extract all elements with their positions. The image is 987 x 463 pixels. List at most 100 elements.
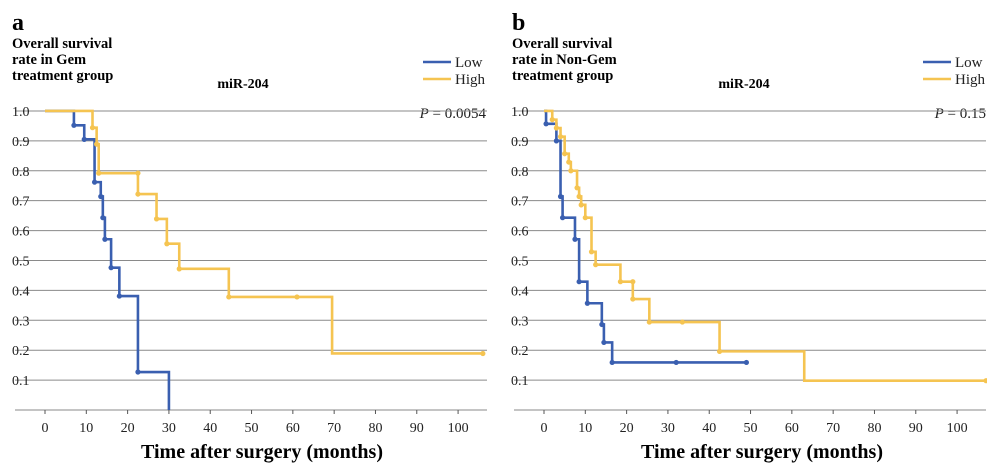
censor-mark-low: [102, 236, 108, 242]
y-tick-label: 0.3: [511, 314, 529, 329]
censor-mark-high: [89, 125, 96, 131]
y-tick-label: 0.9: [12, 135, 30, 150]
censor-mark-low: [71, 122, 77, 128]
censor-mark-high: [593, 262, 599, 268]
censor-mark-high: [578, 202, 584, 208]
p-value-text: = 0.0054: [429, 106, 487, 122]
y-tick-label: 0.7: [511, 195, 529, 210]
x-tick-label: 20: [620, 421, 634, 436]
x-tick-label: 0: [42, 421, 49, 436]
censor-mark-high: [557, 134, 564, 140]
censor-mark-low: [599, 321, 605, 328]
censor-mark-low: [116, 293, 122, 299]
survival-curve-high: [45, 109, 483, 355]
p-value-text: = 0.15: [944, 106, 986, 122]
legend: Low High: [923, 55, 986, 88]
panel-label: a: [12, 10, 24, 36]
legend-label-high: High: [955, 72, 986, 88]
y-tick-label: 0.1: [12, 374, 30, 389]
y-tick-label: 0.1: [511, 374, 529, 389]
censor-mark-high: [480, 350, 486, 357]
censor-mark-low: [559, 215, 566, 221]
x-axis-label: Time after surgery (months): [141, 441, 383, 463]
y-axis-label-line-2: rate in Non-Gem: [512, 52, 617, 68]
censor-mark-low: [100, 215, 106, 221]
censor-mark-high: [294, 294, 300, 300]
censor-mark-low: [98, 193, 104, 200]
censor-mark-low: [673, 359, 679, 366]
y-tick-label: 1.0: [12, 105, 30, 120]
legend-label-low: Low: [955, 55, 983, 71]
censor-mark-high: [176, 266, 182, 272]
y-tick-label: 0.8: [12, 165, 30, 180]
y-tick-label: 0.6: [511, 225, 529, 240]
censor-mark-high: [135, 170, 141, 176]
x-tick-label: 60: [286, 421, 300, 436]
x-tick-label: 70: [826, 421, 840, 436]
x-tick-label: 0: [541, 421, 548, 436]
y-tick-label: 0.5: [12, 254, 30, 269]
censor-mark-high: [646, 319, 652, 325]
censor-mark-low: [81, 136, 87, 142]
y-tick-label: 0.2: [511, 344, 529, 359]
x-tick-label: 80: [368, 421, 382, 436]
censor-mark-low: [743, 359, 750, 366]
x-tick-label: 90: [909, 421, 923, 436]
y-tick-label: 0.7: [12, 195, 30, 210]
censor-mark-high: [574, 185, 580, 191]
censor-mark-low: [576, 279, 582, 285]
censor-mark-high: [153, 216, 160, 222]
p-value: P = 0.0054: [419, 106, 487, 122]
y-tick-label: 0.3: [12, 314, 30, 329]
censor-mark-high: [983, 378, 987, 384]
x-tick-label: 40: [203, 421, 217, 436]
chart-panel-a: a Overall survival rate in Gem treatment…: [12, 10, 487, 463]
censor-mark-high: [94, 141, 100, 147]
chart-title: miR-204: [718, 77, 769, 92]
x-tick-label: 90: [410, 421, 424, 436]
censor-mark-high: [679, 319, 685, 325]
censor-mark-low: [108, 265, 114, 271]
censor-mark-high: [226, 294, 232, 300]
censor-mark-low: [601, 339, 607, 346]
y-axis-label-line-2: rate in Gem: [12, 52, 86, 68]
censor-mark-high: [576, 193, 582, 200]
censor-mark-low: [553, 138, 559, 144]
censor-mark-high: [716, 348, 723, 354]
y-axis-label-line-1: Overall survival: [12, 36, 112, 52]
censor-mark-high: [582, 215, 588, 221]
y-tick-label: 1.0: [511, 105, 529, 120]
chart-title: miR-204: [217, 77, 268, 92]
y-axis-label-line-3: treatment group: [512, 68, 613, 84]
y-tick-label: 0.8: [511, 165, 529, 180]
censor-mark-high: [135, 191, 141, 197]
x-tick-label: 40: [702, 421, 716, 436]
chart-panel-b: b Overall survival rate in Non-Gem treat…: [511, 10, 987, 463]
censor-mark-high: [96, 170, 102, 176]
x-tick-label: 100: [947, 421, 968, 436]
x-tick-label: 80: [867, 421, 881, 436]
censor-mark-high: [630, 296, 636, 302]
p-value: P = 0.15: [934, 106, 986, 122]
p-value-symbol: P: [419, 106, 429, 122]
p-value-symbol: P: [934, 106, 944, 122]
x-tick-label: 30: [162, 421, 176, 436]
censor-mark-high: [617, 279, 624, 285]
y-tick-label: 0.9: [511, 135, 529, 150]
censor-mark-low: [557, 193, 564, 200]
panel-label: b: [512, 10, 525, 36]
censor-mark-low: [135, 369, 141, 375]
y-axis-label-line-1: Overall survival: [512, 36, 612, 52]
censor-mark-low: [572, 236, 578, 242]
x-tick-label: 20: [121, 421, 135, 436]
legend-label-high: High: [455, 72, 486, 88]
censor-mark-low: [91, 179, 98, 185]
y-tick-label: 0.6: [12, 225, 30, 240]
x-tick-label: 50: [744, 421, 758, 436]
censor-mark-high: [630, 279, 636, 285]
censor-mark-high: [568, 168, 574, 174]
censor-mark-high: [164, 241, 170, 247]
censor-mark-high: [588, 249, 595, 255]
y-tick-label: 0.4: [12, 284, 30, 299]
